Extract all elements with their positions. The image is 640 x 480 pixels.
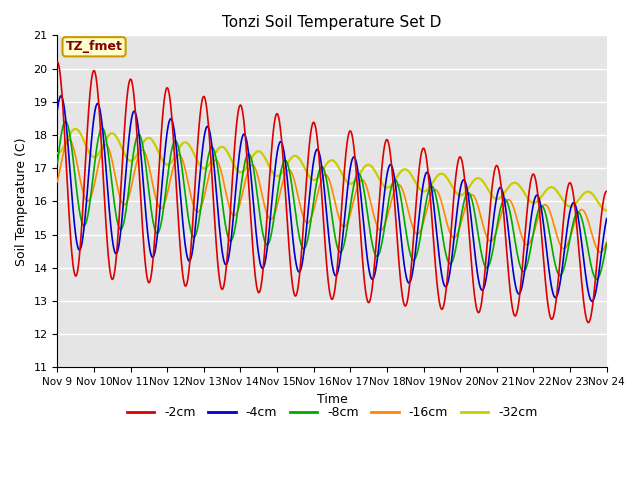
Y-axis label: Soil Temperature (C): Soil Temperature (C) <box>15 137 28 265</box>
Title: Tonzi Soil Temperature Set D: Tonzi Soil Temperature Set D <box>222 15 442 30</box>
X-axis label: Time: Time <box>317 393 348 406</box>
Legend: -2cm, -4cm, -8cm, -16cm, -32cm: -2cm, -4cm, -8cm, -16cm, -32cm <box>122 401 543 424</box>
Text: TZ_fmet: TZ_fmet <box>66 40 122 53</box>
